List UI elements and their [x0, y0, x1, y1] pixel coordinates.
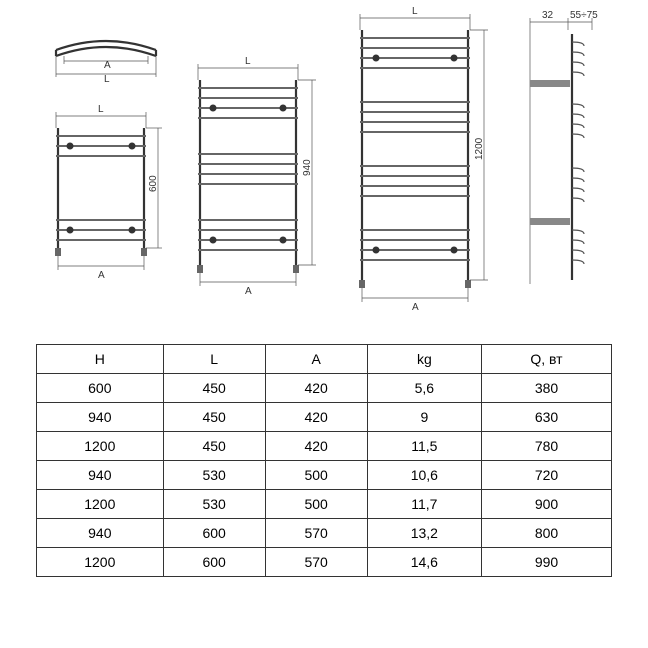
- table-cell: 900: [481, 490, 611, 519]
- table-cell: 450: [163, 403, 265, 432]
- side-32: 32: [542, 10, 554, 21]
- table-cell: 600: [37, 374, 164, 403]
- table-cell: 570: [265, 548, 367, 577]
- technical-drawings: A L L: [0, 0, 648, 320]
- table-cell: 450: [163, 432, 265, 461]
- rad-large-H: 1200: [474, 137, 485, 160]
- table-cell: 940: [37, 461, 164, 490]
- table-cell: 10,6: [367, 461, 481, 490]
- table-cell: 530: [163, 490, 265, 519]
- table-cell: 780: [481, 432, 611, 461]
- radiator-small: L 600 A: [55, 104, 162, 281]
- table-header: kg: [367, 345, 481, 374]
- table-cell: 940: [37, 403, 164, 432]
- table-cell: 13,2: [367, 519, 481, 548]
- table-cell: 940: [37, 519, 164, 548]
- radiator-large: L 1200 A: [359, 6, 488, 313]
- table-cell: 500: [265, 490, 367, 519]
- table-cell: 990: [481, 548, 611, 577]
- radiator-medium: L 940 A: [197, 56, 316, 297]
- top-profile: A L: [56, 41, 156, 85]
- table-cell: 530: [163, 461, 265, 490]
- table-header: L: [163, 345, 265, 374]
- side-view: 32 55÷75: [530, 10, 598, 284]
- table-row: 9404504209630: [37, 403, 612, 432]
- rad-med-H: 940: [302, 159, 313, 176]
- spec-table: HLAkgQ, вт 6004504205,638094045042096301…: [36, 344, 612, 577]
- top-profile-L: L: [104, 74, 110, 85]
- table-cell: 380: [481, 374, 611, 403]
- table-row: 6004504205,6380: [37, 374, 612, 403]
- table-cell: 500: [265, 461, 367, 490]
- table-header: Q, вт: [481, 345, 611, 374]
- table-cell: 720: [481, 461, 611, 490]
- table-row: 120060057014,6990: [37, 548, 612, 577]
- table-row: 120045042011,5780: [37, 432, 612, 461]
- table-cell: 420: [265, 374, 367, 403]
- table-row: 94053050010,6720: [37, 461, 612, 490]
- table-cell: 9: [367, 403, 481, 432]
- table-cell: 450: [163, 374, 265, 403]
- top-profile-A: A: [104, 60, 111, 71]
- table-cell: 14,6: [367, 548, 481, 577]
- table-cell: 1200: [37, 548, 164, 577]
- table-header: H: [37, 345, 164, 374]
- rad-small-H: 600: [148, 175, 159, 192]
- table-cell: 600: [163, 548, 265, 577]
- rad-large-A: A: [412, 302, 419, 313]
- table-cell: 420: [265, 432, 367, 461]
- table-cell: 5,6: [367, 374, 481, 403]
- table-cell: 1200: [37, 432, 164, 461]
- spec-table-wrap: HLAkgQ, вт 6004504205,638094045042096301…: [36, 344, 612, 577]
- table-cell: 630: [481, 403, 611, 432]
- table-row: 120053050011,7900: [37, 490, 612, 519]
- rad-large-L: L: [412, 6, 418, 17]
- table-cell: 570: [265, 519, 367, 548]
- rad-med-A: A: [245, 286, 252, 297]
- rad-small-A: A: [98, 270, 105, 281]
- table-row: 94060057013,2800: [37, 519, 612, 548]
- rad-small-L: L: [98, 104, 104, 115]
- table-cell: 1200: [37, 490, 164, 519]
- side-depth: 55÷75: [570, 10, 598, 21]
- table-cell: 420: [265, 403, 367, 432]
- table-cell: 11,7: [367, 490, 481, 519]
- table-cell: 600: [163, 519, 265, 548]
- diagram-area: A L L: [0, 0, 648, 320]
- table-header: A: [265, 345, 367, 374]
- table-cell: 800: [481, 519, 611, 548]
- rad-med-L: L: [245, 56, 251, 67]
- table-cell: 11,5: [367, 432, 481, 461]
